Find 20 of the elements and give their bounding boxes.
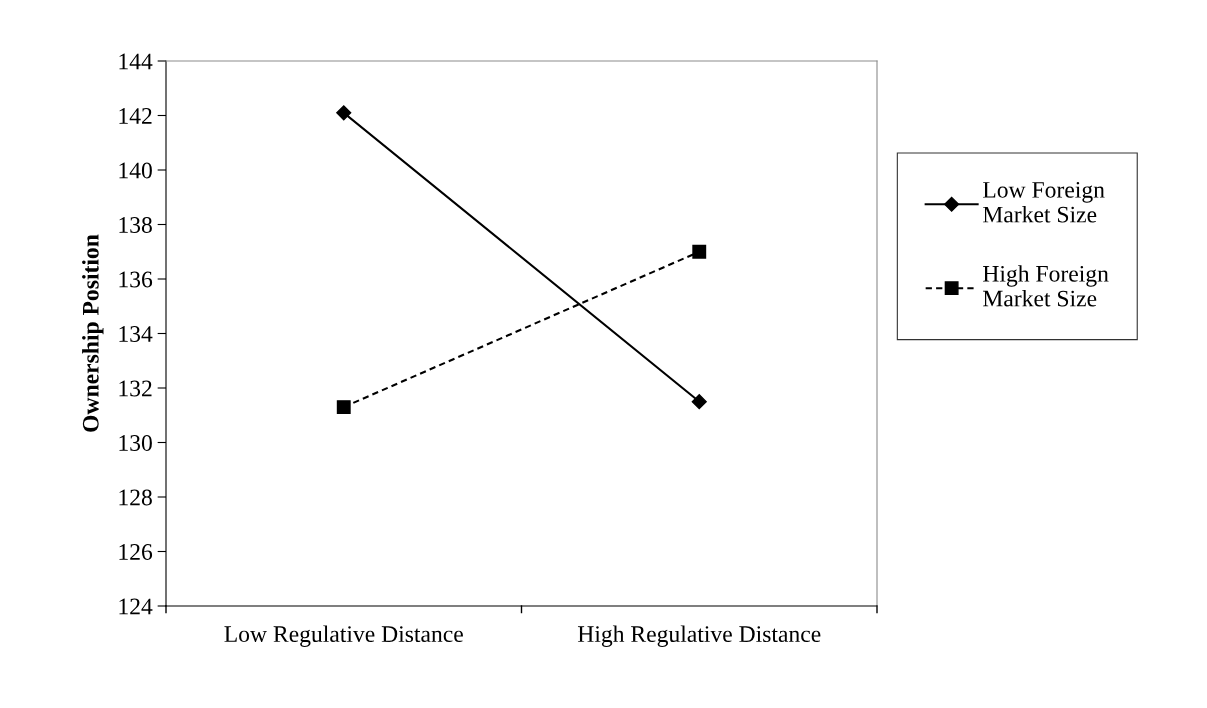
x-tick-label: High Regulative Distance: [577, 625, 821, 647]
point: [336, 400, 351, 415]
y-tick-label: 128: [119, 489, 152, 506]
y-tick-label: 136: [119, 271, 153, 288]
y-tick-label: 126: [119, 544, 153, 560]
y-tick-label: 130: [119, 434, 152, 451]
y-tick-label: 140: [119, 162, 152, 179]
legend-label: High Foreign Market Size: [983, 265, 1109, 307]
y-axis-title: Ownership Position: [82, 234, 104, 432]
point: [691, 394, 707, 410]
y-tick-label: 124: [119, 598, 153, 615]
y-tick-label: 144: [119, 53, 153, 70]
point: [692, 244, 707, 259]
y-tick-label: 142: [119, 108, 152, 124]
y-tick-label: 138: [119, 216, 152, 233]
x-tick-label: Low Regulative Distance: [224, 625, 463, 647]
y-tick-label: 132: [119, 380, 152, 397]
legend-label: Low Foreign Market Size: [983, 181, 1105, 223]
point: [336, 105, 352, 121]
y-tick-label: 134: [119, 326, 153, 342]
